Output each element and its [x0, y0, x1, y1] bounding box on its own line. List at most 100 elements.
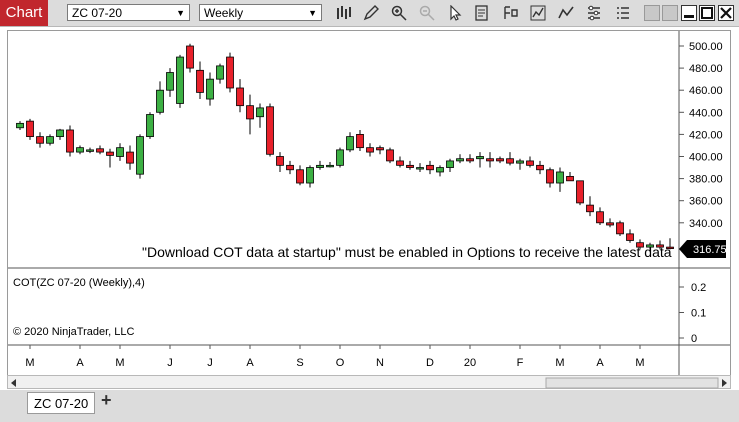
candle — [336, 147, 344, 168]
maximize-button[interactable] — [699, 5, 715, 21]
candle — [236, 79, 244, 113]
candle-body — [516, 160, 524, 164]
candle — [376, 145, 384, 155]
chart-menu-icon[interactable] — [613, 3, 633, 23]
indicators-icon[interactable] — [528, 3, 548, 23]
candle — [596, 207, 604, 226]
cot-warning-message: "Download COT data at startup" must be e… — [142, 244, 672, 260]
candle-body — [546, 169, 554, 184]
candle — [446, 158, 454, 172]
candle — [16, 121, 24, 130]
candle-body — [466, 158, 474, 162]
candle-body — [576, 180, 584, 204]
chart-panel[interactable]: 500.00 480.00 460.00 440.00 420.00 400.00 380.… — [7, 30, 731, 376]
data-box-icon[interactable] — [472, 3, 492, 23]
candle — [186, 43, 194, 73]
candle — [246, 94, 254, 135]
candle-body — [486, 158, 494, 162]
candle — [366, 143, 374, 157]
candle — [46, 134, 54, 146]
candle-body — [236, 87, 244, 107]
candle-body — [76, 147, 84, 153]
drawing-tool-icon[interactable] — [361, 3, 381, 23]
candle-body — [656, 244, 664, 248]
candle — [436, 165, 444, 177]
candle — [206, 72, 214, 106]
price-tick-label: 380.00 — [689, 174, 723, 186]
time-tick-label: S — [296, 357, 303, 369]
scroll-thumb[interactable] — [545, 377, 719, 389]
chart-area[interactable]: 500.00 480.00 460.00 440.00 420.00 400.00 380.… — [8, 31, 730, 375]
candle — [526, 156, 534, 168]
minimize-button[interactable] — [681, 5, 697, 21]
candle — [536, 160, 544, 175]
chart-trader-icon[interactable] — [556, 3, 576, 23]
candle-body — [666, 246, 674, 250]
scroll-right-icon[interactable] — [722, 379, 727, 387]
candle-body — [176, 56, 184, 104]
candle-body — [246, 105, 254, 120]
candle — [126, 145, 134, 170]
candle — [146, 112, 154, 139]
candle-body — [356, 134, 364, 149]
candle-body — [566, 175, 574, 182]
candle-body — [146, 114, 154, 138]
link-button-2[interactable] — [662, 5, 678, 21]
time-tick-label: M — [115, 357, 124, 369]
close-icon — [720, 7, 732, 19]
bar-type-icon[interactable] — [333, 3, 353, 23]
last-price-label: 316.75 — [693, 244, 727, 256]
instrument-value: ZC 07-20 — [72, 6, 123, 20]
interval-selector[interactable]: Weekly ▼ — [199, 4, 322, 21]
candle — [426, 160, 434, 175]
candle — [386, 147, 394, 164]
candle — [286, 160, 294, 175]
time-axis[interactable]: M A M J J A S O N D 20 F M A M — [25, 345, 645, 369]
price-tick-label: 460.00 — [689, 85, 723, 97]
candle — [96, 145, 104, 155]
candle — [296, 165, 304, 186]
candle-body — [386, 149, 394, 162]
instrument-selector[interactable]: ZC 07-20 ▼ — [67, 4, 190, 21]
strategies-icon[interactable] — [500, 3, 520, 23]
zoom-out-icon[interactable] — [417, 3, 437, 23]
indicator-axis[interactable]: 0.2 0.1 0 — [679, 282, 706, 345]
close-button[interactable] — [718, 5, 734, 21]
time-tick-label: A — [246, 357, 254, 369]
pointer-icon[interactable] — [445, 3, 465, 23]
properties-icon[interactable] — [584, 3, 604, 23]
candle-body — [586, 204, 594, 213]
candle — [486, 152, 494, 168]
horizontal-scrollbar[interactable] — [7, 375, 731, 389]
candle — [656, 240, 664, 250]
candle — [226, 52, 234, 93]
candle-body — [556, 171, 564, 184]
candle — [566, 171, 574, 182]
tab-instrument[interactable]: ZC 07-20 — [27, 392, 95, 414]
candle-body — [196, 69, 204, 93]
candle-body — [116, 147, 124, 157]
candle-body — [276, 156, 284, 166]
candle — [66, 125, 74, 157]
time-tick-label: A — [596, 357, 604, 369]
add-tab-button[interactable]: + — [101, 390, 112, 410]
zoom-in-icon[interactable] — [389, 3, 409, 23]
candle — [496, 156, 504, 164]
candle-body — [226, 56, 234, 89]
candle — [106, 148, 114, 168]
chart-window-title[interactable]: Chart — [0, 0, 48, 26]
candle-body — [476, 156, 484, 160]
candle — [646, 242, 654, 252]
candle — [666, 238, 674, 250]
link-button-1[interactable] — [644, 5, 660, 21]
price-axis[interactable]: 500.00 480.00 460.00 440.00 420.00 400.00 380.… — [679, 41, 723, 230]
candle-body — [596, 211, 604, 224]
candle-body — [156, 89, 164, 113]
time-tick-label: N — [376, 357, 384, 369]
scroll-left-icon[interactable] — [11, 379, 16, 387]
candle-body — [26, 120, 34, 138]
candle-body — [406, 164, 414, 168]
candle-body — [186, 45, 194, 69]
candlestick-series — [16, 43, 674, 252]
indicator-tick-label: 0.2 — [691, 282, 706, 294]
